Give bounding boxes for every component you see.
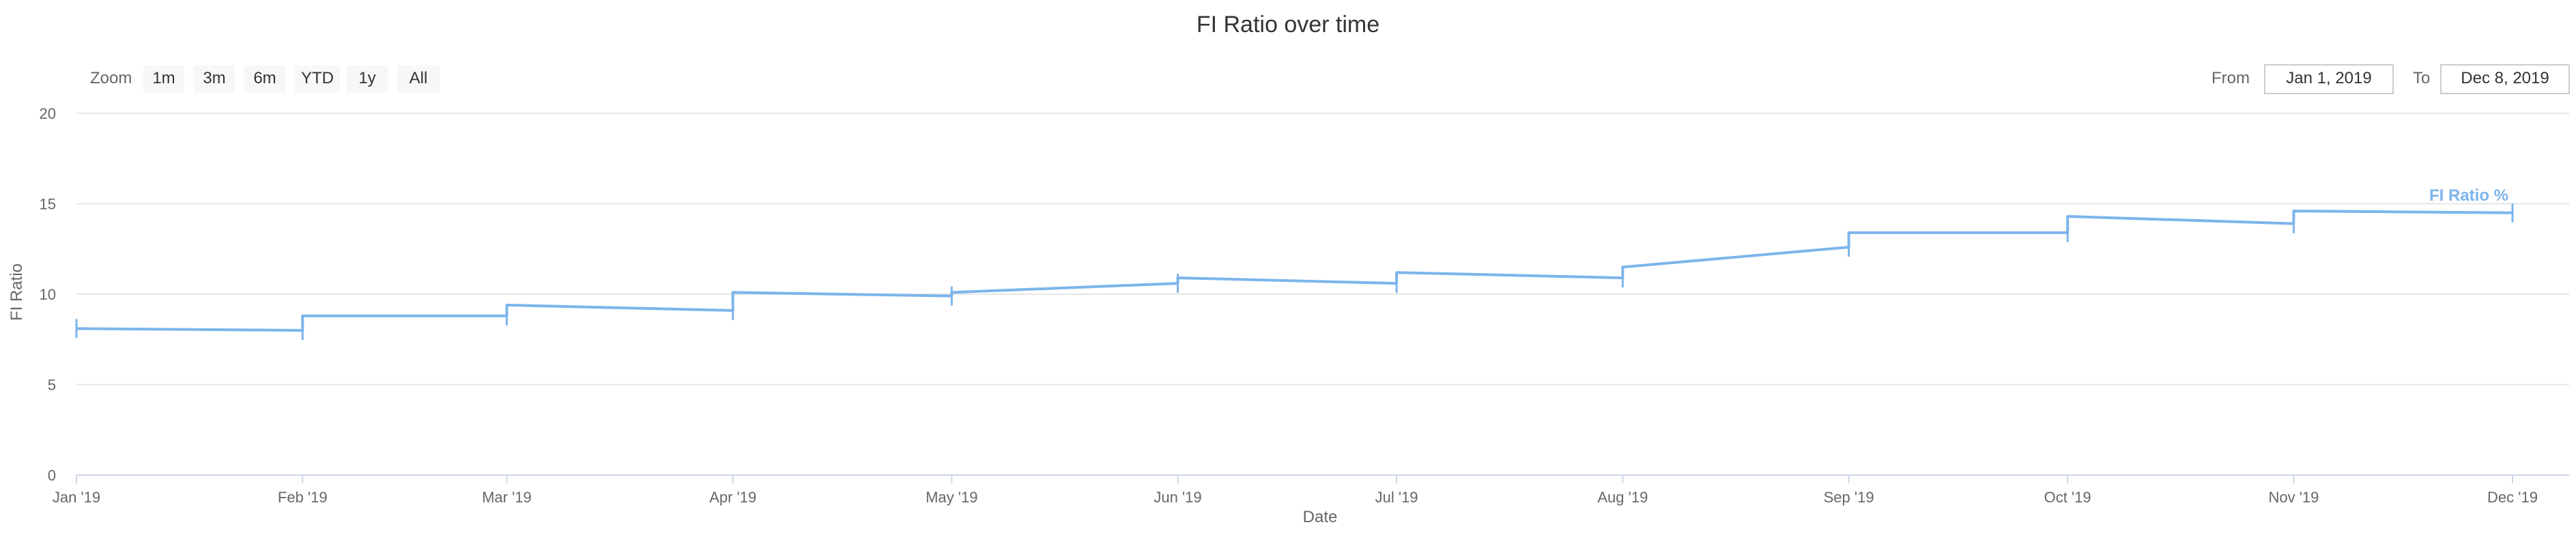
x-tick-label-3: Apr '19 — [709, 489, 756, 506]
x-tick-label-4: May '19 — [926, 489, 977, 506]
x-tick-label-10: Nov '19 — [2268, 489, 2319, 506]
x-tick-label-2: Mar '19 — [482, 489, 532, 506]
y-tick-label-10: 10 — [40, 286, 56, 303]
zoom-button-6m[interactable]: 6m — [244, 66, 285, 93]
y-tick-label-5: 5 — [48, 377, 56, 394]
date-range-inputs: From Jan 1, 2019 To Dec 8, 2019 — [2212, 64, 2570, 94]
x-tick-label-0: Jan '19 — [53, 489, 100, 506]
y-tick-label-15: 15 — [40, 196, 56, 213]
x-tick-label-6: Jul '19 — [1375, 489, 1418, 506]
y-tick-label-0: 0 — [48, 467, 56, 484]
to-label: To — [2413, 69, 2430, 87]
zoom-button-ytd-label: YTD — [301, 69, 334, 87]
y-axis-labels: 0 5 10 15 20 — [40, 105, 56, 484]
zoom-button-all[interactable]: All — [397, 66, 440, 93]
zoom-button-1m[interactable]: 1m — [143, 66, 184, 93]
from-date-value: Jan 1, 2019 — [2286, 69, 2371, 87]
series-label-fi-ratio: FI Ratio % — [2429, 186, 2508, 205]
x-tick-label-9: Oct '19 — [2044, 489, 2091, 506]
to-date-value: Dec 8, 2019 — [2461, 69, 2549, 87]
to-date-input[interactable]: Dec 8, 2019 — [2440, 64, 2570, 94]
zoom-label: Zoom — [90, 69, 132, 87]
from-date-input[interactable]: Jan 1, 2019 — [2264, 64, 2394, 94]
x-tick-label-11: Dec '19 — [2487, 489, 2538, 506]
from-label: From — [2212, 69, 2250, 87]
x-tick-label-7: Aug '19 — [1597, 489, 1648, 506]
x-axis-title: Date — [1303, 508, 1338, 526]
x-axis-ticks — [76, 475, 2513, 483]
zoom-button-1y-label: 1y — [358, 69, 375, 87]
x-axis-labels: Jan '19 Feb '19 Mar '19 Apr '19 May '19 Jun '… — [53, 489, 2538, 506]
zoom-controls: Zoom 1m 3m 6m YTD 1y All — [90, 66, 440, 93]
zoom-button-3m[interactable]: 3m — [194, 66, 235, 93]
zoom-button-6m-label: 6m — [253, 69, 276, 87]
x-tick-label-5: Jun '19 — [1154, 489, 1201, 506]
zoom-button-ytd[interactable]: YTD — [295, 66, 340, 93]
y-tick-label-20: 20 — [40, 105, 56, 122]
chart-title: FI Ratio over time — [1197, 12, 1379, 38]
zoom-button-all-label: All — [410, 69, 428, 87]
y-gridlines — [76, 113, 2569, 386]
zoom-button-1y[interactable]: 1y — [347, 66, 388, 93]
x-tick-label-8: Sep '19 — [1824, 489, 1874, 506]
x-tick-label-1: Feb '19 — [278, 489, 328, 506]
series-line-0 — [76, 210, 2513, 332]
zoom-button-3m-label: 3m — [203, 69, 225, 87]
y-axis-title: FI Ratio — [8, 263, 26, 321]
zoom-button-1m-label: 1m — [152, 69, 175, 87]
series-layer — [75, 203, 2514, 340]
